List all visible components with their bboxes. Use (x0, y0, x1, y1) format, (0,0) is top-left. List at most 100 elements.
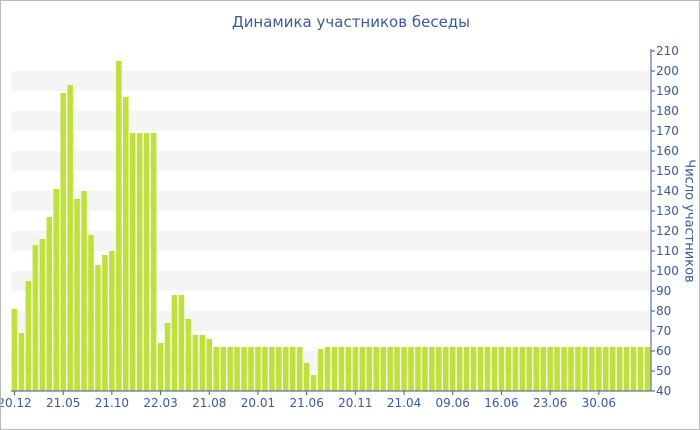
bar (317, 349, 324, 391)
bar (352, 347, 359, 391)
bar (637, 347, 644, 391)
bar (603, 347, 609, 391)
bar (366, 347, 373, 391)
bar (575, 347, 581, 391)
y-tick-label: 140 (656, 184, 679, 198)
bar (540, 347, 546, 391)
bar (324, 347, 331, 391)
bar (415, 347, 421, 391)
bar (255, 347, 261, 391)
bar (429, 347, 435, 391)
y-tick-label: 50 (656, 364, 671, 378)
y-tick-label: 60 (656, 344, 671, 358)
bar (505, 347, 512, 391)
y-tick-label: 100 (656, 264, 679, 278)
grid-band (11, 151, 651, 171)
x-tick-label: 21.08 (192, 396, 226, 410)
bar (644, 347, 651, 391)
bar (449, 347, 456, 391)
bar (443, 347, 449, 391)
y-tick-label: 200 (656, 64, 679, 78)
bar (547, 347, 553, 391)
x-tick-label: 21.04 (387, 396, 421, 410)
bar (498, 347, 505, 391)
x-tick-label: 21.06 (289, 396, 323, 410)
y-tick-label: 70 (656, 324, 671, 338)
grid-band (11, 71, 651, 91)
bar (248, 347, 254, 391)
bar (157, 343, 164, 391)
bar (39, 239, 46, 391)
bar (582, 347, 588, 391)
bar (129, 133, 136, 391)
bar (206, 339, 213, 391)
bar (276, 347, 282, 391)
bar (199, 335, 206, 391)
bar (185, 319, 192, 391)
bar (380, 347, 386, 391)
bar (630, 347, 637, 391)
bar (25, 281, 32, 391)
bar (18, 333, 25, 391)
bar (164, 323, 171, 391)
bar (53, 189, 59, 391)
bar (310, 375, 317, 391)
y-tick-label: 130 (656, 204, 679, 218)
bar (596, 347, 602, 391)
y-tick-label: 120 (656, 224, 679, 238)
bar (519, 347, 526, 391)
y-tick-label: 190 (656, 84, 679, 98)
bar (422, 347, 428, 391)
bar (136, 133, 143, 391)
bar (408, 347, 414, 391)
bar (241, 347, 247, 391)
bar (512, 347, 519, 391)
x-tick-label: 30.06 (582, 396, 616, 410)
bar (95, 265, 101, 391)
bar (227, 347, 233, 391)
bar (74, 199, 80, 391)
chart-title: Динамика участников беседы (231, 13, 471, 31)
x-tick-label: 21.10 (95, 396, 129, 410)
x-tick-label: 23.06 (533, 396, 567, 410)
bar (213, 347, 219, 391)
y-tick-label: 170 (656, 124, 679, 138)
bar (561, 347, 567, 391)
bar (463, 347, 470, 391)
bar (484, 347, 491, 391)
bar (589, 347, 595, 391)
bar (143, 133, 150, 391)
bar (81, 191, 87, 391)
bar (11, 309, 18, 391)
bar (338, 347, 345, 391)
bar (262, 347, 268, 391)
bar (609, 347, 616, 391)
bar (32, 245, 39, 391)
bar (526, 347, 533, 391)
bar (102, 255, 108, 391)
bar (359, 347, 366, 391)
bar (394, 347, 400, 391)
y-tick-label: 80 (656, 304, 671, 318)
grid-band (11, 351, 651, 371)
bar (387, 347, 393, 391)
bar (491, 347, 498, 391)
bar (192, 335, 199, 391)
bar (269, 347, 275, 391)
bar (123, 97, 129, 391)
bar (456, 347, 463, 391)
bar (178, 295, 185, 391)
x-tick-label: 22.03 (143, 396, 177, 410)
bar (470, 347, 477, 391)
bar (477, 347, 484, 391)
bar (616, 347, 623, 391)
bar (345, 347, 352, 391)
x-tick-label: 16.06 (484, 396, 518, 410)
y-tick-label: 110 (656, 244, 679, 258)
bar (234, 347, 240, 391)
bar (554, 347, 560, 391)
bar (171, 295, 178, 391)
bar (568, 347, 574, 391)
bar (436, 347, 442, 391)
